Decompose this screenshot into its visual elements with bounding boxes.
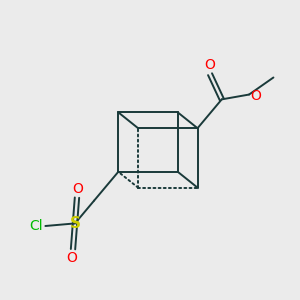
- Text: S: S: [70, 216, 80, 231]
- Text: O: O: [205, 58, 215, 72]
- Text: O: O: [250, 88, 261, 103]
- Text: O: O: [73, 182, 83, 196]
- Text: O: O: [67, 251, 77, 265]
- Text: Cl: Cl: [29, 219, 42, 233]
